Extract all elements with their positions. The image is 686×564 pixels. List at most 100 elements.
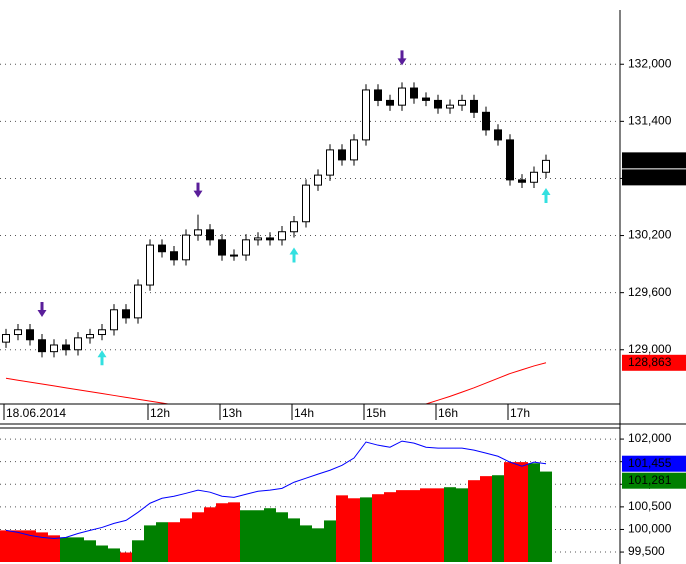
candle-body — [230, 254, 238, 257]
price-label: 101,455 — [628, 456, 672, 470]
histogram-bar — [180, 518, 192, 562]
x-tick-label: 13h — [222, 406, 242, 420]
histogram-bar — [372, 494, 384, 562]
candle-body — [182, 234, 190, 261]
signal-arrow — [193, 182, 203, 198]
y-tick-label: 100,500 — [628, 499, 672, 513]
histogram-bar — [468, 480, 480, 562]
histogram-bar — [192, 512, 204, 562]
histogram-bar — [156, 522, 168, 562]
price-label-box — [622, 455, 686, 472]
candle-body — [434, 99, 442, 109]
candle-body — [254, 237, 262, 241]
histogram-bar — [252, 510, 264, 562]
histogram-bar — [528, 463, 540, 562]
signal-arrow — [541, 187, 551, 203]
signal-arrow — [289, 247, 299, 263]
histogram-bar — [348, 498, 360, 562]
histogram-bar — [312, 528, 324, 562]
candle-body — [2, 334, 10, 343]
price-label-box — [622, 169, 686, 186]
candle-body — [302, 184, 310, 223]
histogram-bar — [336, 495, 348, 562]
histogram-bar — [360, 497, 372, 562]
candle-body — [422, 97, 430, 101]
x-tick-label: 14h — [294, 406, 314, 420]
histogram-bar — [432, 488, 444, 562]
candle-body — [446, 104, 454, 109]
candle-body — [338, 149, 346, 161]
histogram-bar — [108, 548, 120, 562]
candle-body — [74, 337, 82, 351]
candle-body — [266, 237, 274, 241]
candle-body — [206, 229, 214, 241]
histogram-bar — [264, 508, 276, 562]
histogram-bar — [516, 462, 528, 562]
x-tick-label: 17h — [510, 406, 530, 420]
histogram-bar — [120, 552, 132, 562]
candle-body — [14, 329, 22, 336]
candle-body — [458, 99, 466, 106]
candle-body — [386, 99, 394, 106]
candle-body — [314, 174, 322, 186]
histogram-bar — [504, 462, 516, 562]
candle-body — [518, 179, 526, 183]
candle-body — [506, 139, 514, 181]
candle-body — [110, 309, 118, 331]
y-tick-label: 102,000 — [628, 431, 672, 445]
candle-body — [350, 139, 358, 161]
histogram-bar — [24, 530, 36, 562]
candle-body — [170, 251, 178, 261]
candle-body — [326, 149, 334, 176]
indicator-line — [5, 362, 547, 404]
histogram-bar — [36, 532, 48, 562]
histogram-bar — [444, 487, 456, 562]
histogram-bar — [480, 476, 492, 562]
histogram-bar — [228, 502, 240, 562]
y-tick-label: 132,000 — [628, 56, 672, 70]
candle-body — [158, 244, 166, 253]
candle-body — [86, 334, 94, 339]
histogram-bar — [396, 490, 408, 562]
histogram-bar — [324, 520, 336, 562]
price-label-box — [622, 354, 686, 371]
candle-body — [98, 329, 106, 336]
candle-body — [494, 129, 502, 141]
histogram-bar — [408, 490, 420, 562]
histogram-bar — [72, 537, 84, 562]
histogram-bar — [204, 507, 216, 562]
candle-body — [146, 244, 154, 286]
histogram-bar — [384, 492, 396, 562]
candle-body — [410, 87, 418, 99]
candle-body — [62, 344, 70, 351]
histogram-bar — [216, 503, 228, 562]
candle-body — [398, 87, 406, 106]
price-label-box — [622, 152, 686, 169]
y-tick-label: 100,000 — [628, 522, 672, 536]
histogram-bar — [48, 535, 60, 562]
candle-body — [38, 339, 46, 353]
plot-area — [0, 440, 552, 562]
indicator-line — [5, 440, 547, 540]
y-tick-label: 130,200 — [628, 228, 672, 242]
price-label: 130,990 — [628, 170, 672, 184]
histogram-bar — [168, 522, 180, 562]
candle-body — [218, 239, 226, 256]
signal-arrow — [97, 350, 107, 366]
histogram-bar — [540, 471, 552, 562]
candle-body — [374, 89, 382, 101]
histogram-bar — [420, 488, 432, 562]
candle-body — [290, 221, 298, 233]
price-label: 130,990 — [628, 153, 672, 167]
plot-area — [2, 50, 551, 404]
candle-body — [482, 111, 490, 131]
histogram-bar — [456, 488, 468, 562]
candle-body — [470, 99, 478, 113]
histogram-bar — [144, 525, 156, 562]
histogram-bar — [96, 545, 108, 562]
candle-body — [122, 309, 130, 319]
histogram-bar — [84, 540, 96, 562]
y-tick-label: 99,500 — [628, 544, 665, 558]
